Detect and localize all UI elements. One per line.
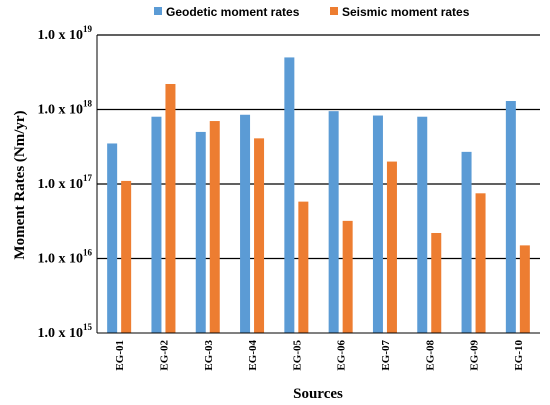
x-tick-label: EG-07	[380, 340, 392, 371]
y-tick-label: 1.0 x 1016	[38, 248, 93, 267]
x-tick-label: EG-09	[469, 340, 481, 371]
legend-label-geodetic: Geodetic moment rates	[166, 5, 300, 19]
x-tick-label: EG-02	[158, 340, 170, 371]
y-tick-labels: 1.0 x 1015 1.0 x 1016 1.0 x 1017 1.0 x 1018…	[38, 24, 93, 341]
bar-seismic-eg-01	[121, 180, 132, 333]
y-tick-label: 1.0 x 1015	[38, 322, 93, 341]
legend-swatch-geodetic	[154, 7, 162, 15]
bar-seismic-eg-03	[209, 121, 220, 334]
x-tick-label: EG-06	[336, 340, 348, 371]
legend-label-seismic: Seismic moment rates	[342, 5, 470, 19]
y-tick-label: 1.0 x 1018	[38, 99, 93, 118]
x-tick-label: EG-08	[424, 340, 436, 371]
bar-geodetic-eg-01	[107, 143, 118, 333]
bar-seismic-eg-08	[431, 232, 442, 333]
bar-geodetic-eg-02	[151, 116, 162, 334]
bar-seismic-eg-05	[298, 201, 309, 333]
bar-seismic-eg-02	[165, 83, 176, 334]
y-tick-label: 1.0 x 1019	[38, 24, 93, 43]
legend: Geodetic moment rates Seismic moment rat…	[154, 5, 470, 19]
x-tick-labels: EG-01 EG-02 EG-03 EG-04 EG-05 EG-06 EG-07 EG-08…	[114, 340, 525, 371]
legend-swatch-seismic	[330, 7, 338, 15]
bar-seismic-eg-04	[254, 138, 265, 333]
bar-seismic-eg-10	[519, 245, 530, 333]
axes	[96, 35, 540, 334]
x-tick-label: EG-05	[291, 340, 303, 371]
x-tick-label: EG-10	[513, 340, 525, 371]
bar-geodetic-eg-03	[195, 131, 206, 333]
grid-lines	[97, 34, 540, 260]
x-tick-label: EG-04	[247, 340, 259, 371]
bar-geodetic-eg-09	[461, 151, 472, 333]
bar-geodetic-eg-08	[417, 116, 428, 334]
bar-seismic-eg-07	[386, 161, 397, 333]
bar-geodetic-eg-06	[328, 111, 339, 333]
bar-geodetic-eg-10	[505, 101, 516, 333]
bar-geodetic-eg-07	[372, 115, 383, 333]
bar-geodetic-eg-04	[240, 114, 251, 333]
x-tick-label: EG-01	[114, 340, 126, 371]
y-axis-title: Moment Rates (Nm/yr)	[12, 110, 28, 259]
bar-geodetic-eg-05	[284, 57, 295, 334]
bars	[107, 57, 530, 334]
bar-seismic-eg-06	[342, 220, 353, 333]
x-axis-title: Sources	[293, 386, 343, 402]
bar-seismic-eg-09	[475, 193, 486, 333]
x-tick-label: EG-03	[203, 340, 215, 371]
y-tick-label: 1.0 x 1017	[38, 173, 93, 192]
